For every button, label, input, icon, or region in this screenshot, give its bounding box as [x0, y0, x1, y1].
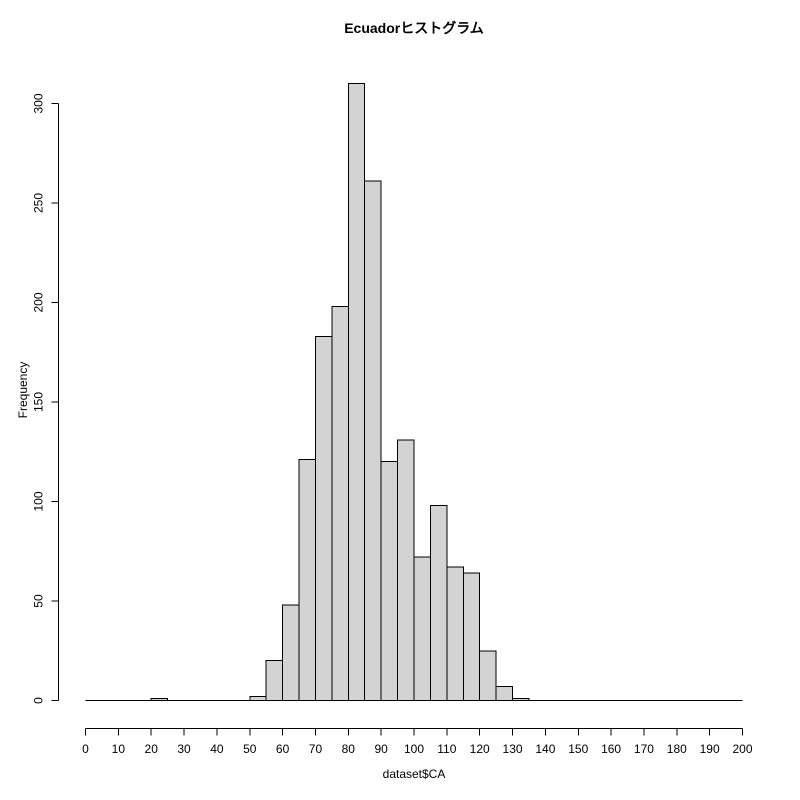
x-tick-label: 10 [112, 742, 126, 756]
x-tick-label: 50 [243, 742, 257, 756]
y-tick-label: 50 [32, 594, 46, 608]
histogram-bars [85, 83, 743, 702]
histogram-bar [429, 504, 448, 702]
histogram-bar [249, 696, 267, 702]
x-tick-label: 20 [145, 742, 159, 756]
x-tick-label: 130 [503, 742, 523, 756]
x-tick-label: 160 [601, 742, 621, 756]
histogram-bar [331, 305, 349, 701]
x-tick-label: 120 [470, 742, 490, 756]
histogram-bar [479, 650, 497, 701]
x-axis: 0 10 20 30 40 50 60 70 80 90 100 110 120 130 140 150 160… [82, 728, 753, 756]
histogram-bar [347, 83, 366, 702]
histogram-bar [265, 660, 284, 702]
histogram-bar [462, 572, 481, 702]
histogram-bar [314, 335, 333, 701]
x-tick-label: 70 [309, 742, 323, 756]
y-tick-label: 150 [32, 392, 46, 412]
x-tick-label: 60 [276, 742, 290, 756]
x-tick-label: 190 [700, 742, 720, 756]
histogram-bar [495, 686, 514, 702]
x-tick-label: 180 [667, 742, 687, 756]
y-axis: 0 50 100 150 200 250 300 [32, 93, 59, 704]
x-tick-label: 200 [732, 742, 752, 756]
x-tick-label: 40 [210, 742, 224, 756]
y-tick-label: 200 [32, 292, 46, 312]
chart-title: Ecuadorヒストグラム [344, 20, 484, 36]
histogram-bar [413, 556, 431, 701]
x-tick-label: 150 [568, 742, 588, 756]
histogram-bar [150, 698, 169, 702]
y-axis-label: Frequency [16, 362, 30, 419]
histogram-bar [282, 604, 300, 701]
x-tick-label: 140 [535, 742, 555, 756]
y-tick-label: 100 [32, 491, 46, 511]
x-tick-label: 170 [634, 742, 654, 756]
x-axis-label: dataset$CA [383, 767, 446, 781]
x-tick-label: 30 [177, 742, 191, 756]
histogram-bar [380, 461, 399, 702]
x-tick-label: 100 [404, 742, 424, 756]
y-tick-label: 300 [32, 93, 46, 113]
x-tick-label: 90 [374, 742, 388, 756]
x-tick-label: 0 [82, 742, 89, 756]
histogram-bar [512, 698, 530, 702]
y-tick-label: 0 [32, 697, 46, 704]
y-tick-label: 250 [32, 193, 46, 213]
x-tick-label: 110 [437, 742, 456, 756]
histogram-bar [364, 180, 382, 702]
x-tick-label: 80 [342, 742, 356, 756]
histogram-bar [397, 439, 415, 701]
histogram-bar [298, 459, 316, 701]
histogram-bar [446, 566, 464, 701]
